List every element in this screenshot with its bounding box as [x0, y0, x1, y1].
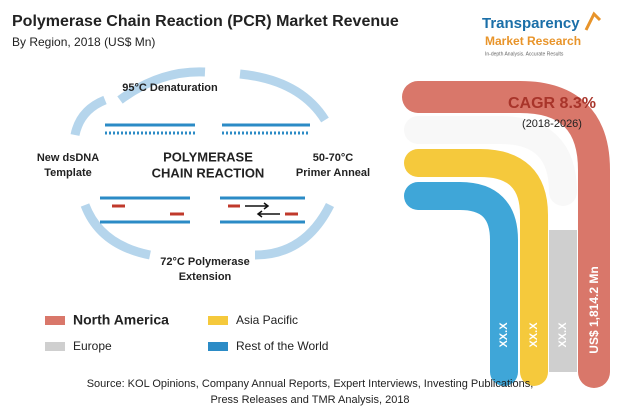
cycle-arrow — [254, 202, 335, 260]
step-label: Extension — [179, 271, 232, 283]
legend-swatch — [208, 342, 228, 351]
band-europe — [404, 116, 577, 386]
arrow — [256, 210, 280, 218]
step-label: 95°C Denaturation — [122, 82, 218, 94]
legend-label: Rest of the World — [236, 339, 328, 353]
step-label: Primer Anneal — [296, 167, 370, 179]
band-rest-of-world — [404, 182, 518, 386]
legend-swatch — [208, 316, 228, 325]
band-north-america — [402, 81, 610, 388]
step-label: 50-70°C — [313, 152, 354, 164]
region-bands — [402, 81, 610, 388]
dna-strands — [100, 123, 310, 224]
bar-label: XX.X — [557, 322, 569, 348]
cycle-arrow — [80, 203, 151, 260]
bar-label: XX.X — [498, 322, 510, 348]
source: Source: KOL Opinions, Company Annual Rep… — [87, 378, 534, 390]
step-label: New dsDNA — [37, 152, 99, 164]
bar-label: XX.X — [528, 322, 540, 348]
cagr: CAGR 8.3% — [508, 95, 596, 112]
logo-name: Transparency — [482, 15, 580, 32]
subtitle: By Region, 2018 (US$ Mn) — [12, 35, 155, 49]
legend-label: Europe — [73, 339, 112, 353]
logo-tagline: In-depth Analysis. Accurate Results — [485, 51, 564, 57]
legend-label: Asia Pacific — [236, 313, 298, 327]
pcr-diagram — [70, 67, 335, 260]
logo: Transparency Market Research In-depth An… — [482, 11, 602, 57]
cycle-arrow — [70, 95, 107, 137]
band-europe-shade — [404, 116, 577, 206]
arrow — [245, 202, 270, 210]
step-label: 72°C Polymerase — [160, 256, 249, 268]
legend-label: North America — [73, 312, 169, 328]
center-label: POLYMERASE — [163, 149, 253, 164]
legend: North America Asia Pacific Europe Rest o… — [45, 312, 328, 353]
legend-swatch — [45, 342, 65, 351]
band-asia-pacific — [404, 149, 548, 386]
logo-name: Market Research — [485, 34, 581, 48]
center-label: CHAIN REACTION — [152, 165, 265, 180]
cycle-arrow — [239, 69, 329, 123]
step-label: Template — [44, 167, 91, 179]
title: Polymerase Chain Reaction (PCR) Market R… — [12, 13, 399, 30]
cagr-period: (2018-2026) — [522, 118, 582, 130]
bar-europe — [549, 230, 577, 372]
bar-label: US$ 1,814.2 Mn — [587, 266, 601, 353]
cycle-arrow — [117, 67, 206, 104]
logo-icon — [584, 11, 602, 31]
source: Press Releases and TMR Analysis, 2018 — [210, 394, 409, 406]
legend-swatch — [45, 316, 65, 325]
